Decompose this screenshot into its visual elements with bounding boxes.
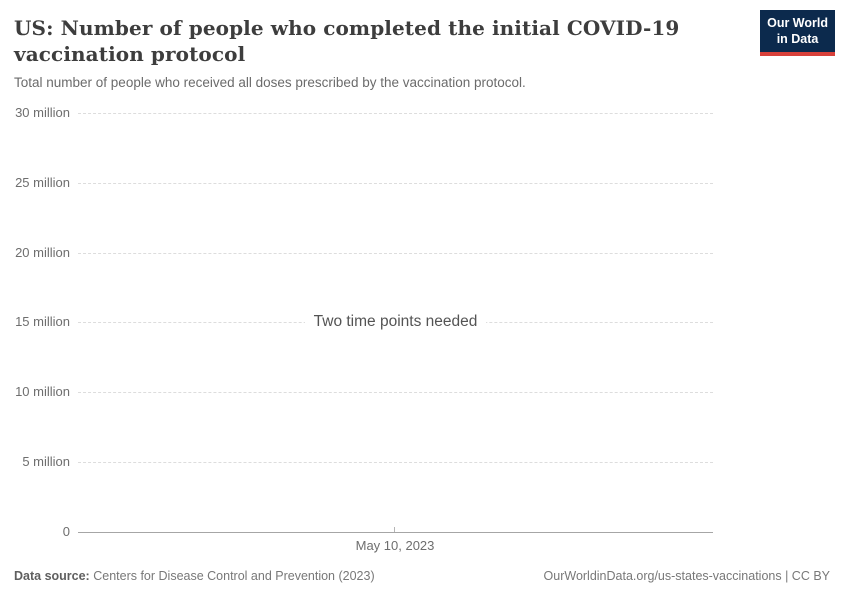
license-link[interactable]: CC BY (791, 569, 830, 583)
gridline-10m (78, 392, 713, 393)
owid-logo-line1: Our World (767, 16, 828, 30)
owid-url-link[interactable]: OurWorldinData.org/us-states-vaccination… (543, 569, 782, 583)
gridline-30m (78, 113, 713, 114)
owid-logo[interactable]: Our World in Data (760, 10, 835, 57)
chart-footer: Data source: Centers for Disease Control… (14, 569, 830, 583)
y-tick-label-30m: 30 million (15, 105, 70, 120)
y-tick-label-20m: 20 million (15, 245, 70, 260)
y-tick-label-15m: 15 million (15, 314, 70, 329)
owid-logo-line2: in Data (776, 31, 819, 46)
x-axis-tick (394, 527, 395, 532)
no-data-message: Two time points needed (78, 311, 713, 333)
footer-links: OurWorldinData.org/us-states-vaccination… (544, 569, 830, 583)
chart-subtitle: Total number of people who received all … (14, 75, 526, 90)
data-source-link[interactable]: Centers for Disease Control and Preventi… (93, 569, 375, 583)
gridline-25m (78, 183, 713, 184)
chart-title: US: Number of people who completed the i… (14, 16, 680, 66)
x-tick-label-date: May 10, 2023 (355, 538, 435, 553)
no-data-message-text: Two time points needed (304, 313, 487, 330)
data-source-label: Data source: (14, 569, 90, 583)
gridline-20m (78, 253, 713, 254)
y-tick-label-5m: 5 million (22, 454, 70, 469)
footer-separator: | (781, 569, 792, 583)
y-tick-label-25m: 25 million (15, 175, 70, 190)
gridline-5m (78, 462, 713, 463)
x-axis-line (78, 532, 713, 533)
data-source: Data source: Centers for Disease Control… (14, 569, 375, 583)
y-tick-label-10m: 10 million (15, 384, 70, 399)
y-tick-label-0: 0 (62, 524, 70, 539)
